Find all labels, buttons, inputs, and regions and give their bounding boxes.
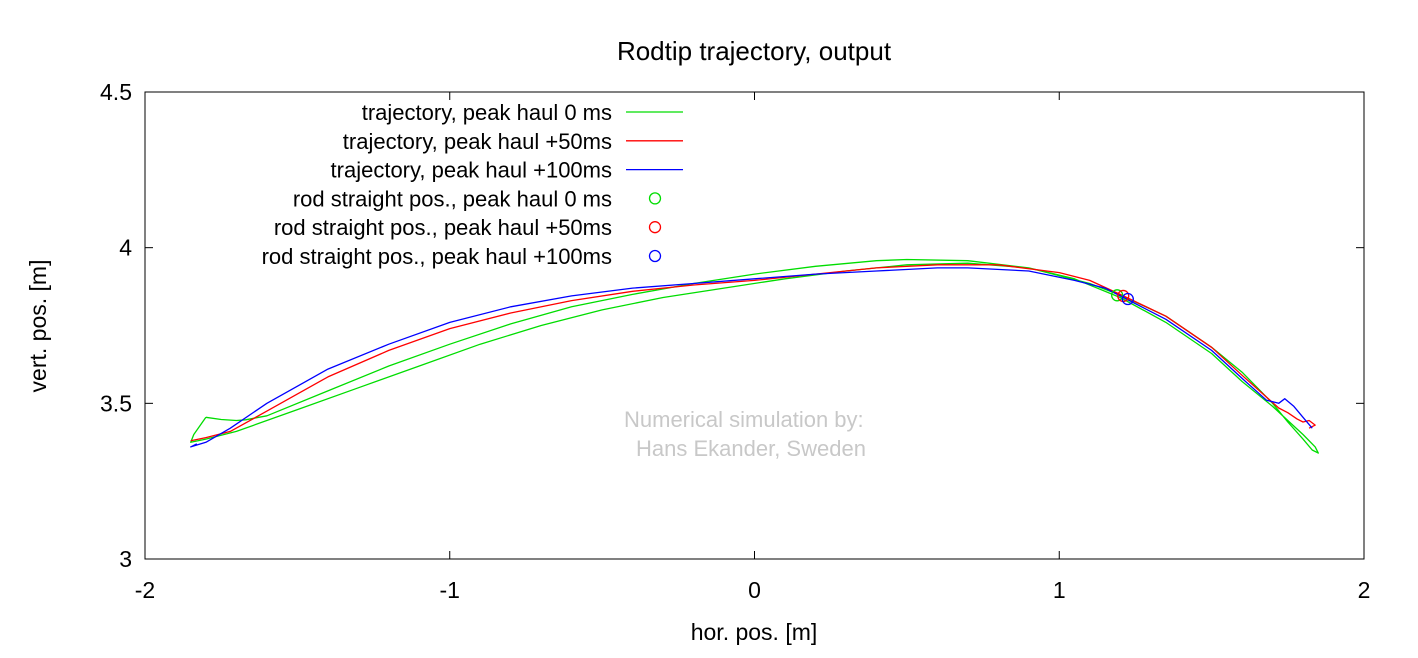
x-tick-label: -1 — [440, 577, 460, 603]
axis-ticks: -2 -1 0 1 2 3 3.5 4 4.5 — [100, 79, 1370, 603]
watermark-line-2: Hans Ekander, Sweden — [636, 436, 866, 461]
plot-frame — [144, 91, 1365, 560]
x-axis-label: hor. pos. [m] — [691, 619, 818, 645]
series-line-1 — [190, 258, 1319, 454]
series-line-2 — [190, 264, 1316, 442]
legend-label-4: rod straight pos., peak haul 0 ms — [293, 186, 612, 211]
chart-title: Rodtip trajectory, output — [617, 36, 892, 66]
y-tick-label: 4 — [119, 235, 132, 261]
legend-label-3: trajectory, peak haul +100ms — [331, 158, 612, 183]
y-tick-label: 4.5 — [100, 79, 132, 105]
x-tick-label: 0 — [748, 577, 761, 603]
y-tick-label: 3 — [119, 546, 132, 572]
legend-swatch-6 — [648, 249, 662, 263]
series-point-4 — [1111, 289, 1124, 302]
series-point-6 — [1121, 292, 1134, 306]
legend-label-6: rod straight pos., peak haul +100ms — [262, 244, 612, 269]
x-tick-label: -2 — [135, 577, 155, 603]
legend-swatch-5 — [648, 221, 662, 234]
y-tick-label: 3.5 — [100, 390, 132, 416]
legend-label-1: trajectory, peak haul 0 ms — [362, 100, 612, 125]
watermark-line-1: Numerical simulation by: — [624, 407, 864, 432]
plot-area: -2 -1 0 1 2 3 3.5 4 4.5 — [100, 79, 1370, 603]
x-tick-label: 1 — [1053, 577, 1066, 603]
legend-label-5: rod straight pos., peak haul +50ms — [274, 215, 612, 240]
legend-label-2: trajectory, peak haul +50ms — [343, 129, 612, 154]
y-axis-label: vert. pos. [m] — [25, 260, 51, 393]
series-layer — [190, 258, 1319, 454]
legend: trajectory, peak haul 0 ms trajectory, pe… — [262, 100, 683, 269]
legend-swatch-4 — [648, 192, 662, 205]
x-tick-label: 2 — [1358, 577, 1371, 603]
series-line-3 — [190, 267, 1313, 448]
